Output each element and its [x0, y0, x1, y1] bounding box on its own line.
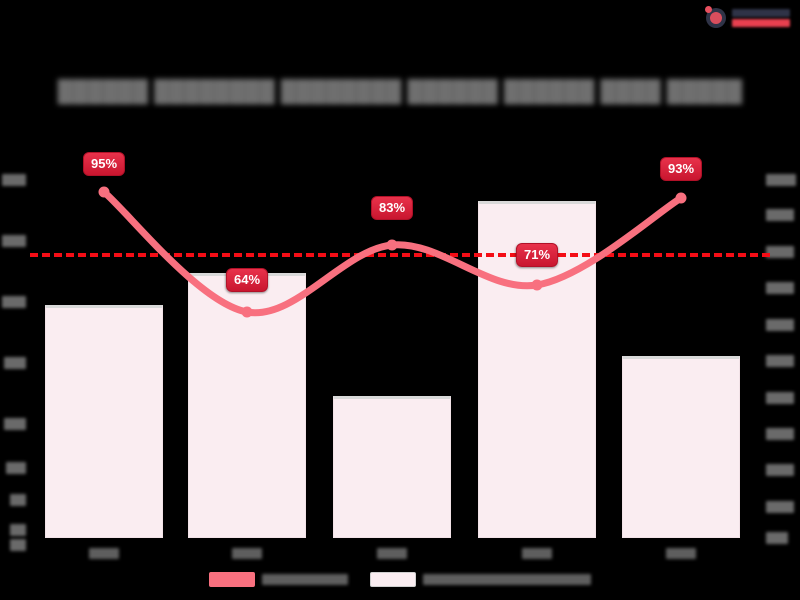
y-axis-right-tick-10: [766, 532, 788, 544]
y-axis-left-tick-3: [4, 357, 26, 369]
y-axis-right-tick-6: [766, 392, 794, 404]
bar-4[interactable]: [622, 356, 740, 538]
y-axis-left-tick-1: [2, 235, 26, 247]
chart-legend: ██████ ████ ███████ ████ ██████: [0, 572, 800, 587]
legend-item-line[interactable]: ██████ ████ ███████: [209, 572, 348, 587]
legend-item-bar[interactable]: ████ ██████: [370, 572, 591, 587]
data-label-0: 95%: [82, 152, 126, 176]
x-axis-label-4: [666, 548, 696, 559]
legend-swatch-line: [209, 572, 255, 587]
x-axis-label-0: [89, 548, 119, 559]
site-logo[interactable]: ████████ ████████: [704, 4, 794, 32]
y-axis-left-tick-2: [2, 296, 26, 308]
data-label-3: 71%: [515, 243, 559, 267]
x-axis-label-2: [377, 548, 407, 559]
y-axis-right-tick-4: [766, 319, 794, 331]
bar-1[interactable]: [188, 273, 306, 538]
bar-0[interactable]: [45, 305, 163, 538]
y-axis-right-tick-8: [766, 464, 794, 476]
y-axis-left-tick-0: [2, 174, 26, 186]
x-axis-label-1: [232, 548, 262, 559]
data-label-4: 93%: [659, 157, 703, 181]
y-axis-right-tick-2: [766, 246, 794, 258]
data-label-2: 83%: [370, 196, 414, 220]
data-label-1: 64%: [225, 268, 269, 292]
y-axis-left-tick-8: [10, 539, 26, 551]
y-axis-right-tick-9: [766, 501, 794, 513]
y-axis-right-tick-7: [766, 428, 794, 440]
y-axis-left-tick-5: [6, 462, 26, 474]
y-axis-left-tick-6: [10, 494, 26, 506]
y-axis-right-tick-1: [766, 209, 794, 221]
y-axis-left-tick-4: [4, 418, 26, 430]
legend-label-bar-blur: [423, 574, 591, 585]
y-axis-left-tick-7: [10, 524, 26, 536]
legend-label-line-blur: [262, 574, 348, 585]
logo-wordmark: [732, 9, 790, 27]
legend-swatch-bar: [370, 572, 416, 587]
y-axis-right-tick-5: [766, 355, 794, 367]
y-axis-right-tick-3: [766, 282, 794, 294]
logo-flower-icon: [704, 6, 728, 30]
y-axis-right-tick-0: [766, 174, 796, 186]
chart-title: ██████ ████████ ████████ ██████ ██████ █…: [57, 80, 743, 103]
reference-line: [30, 253, 770, 257]
bar-2[interactable]: [333, 396, 451, 538]
x-axis-label-3: [522, 548, 552, 559]
